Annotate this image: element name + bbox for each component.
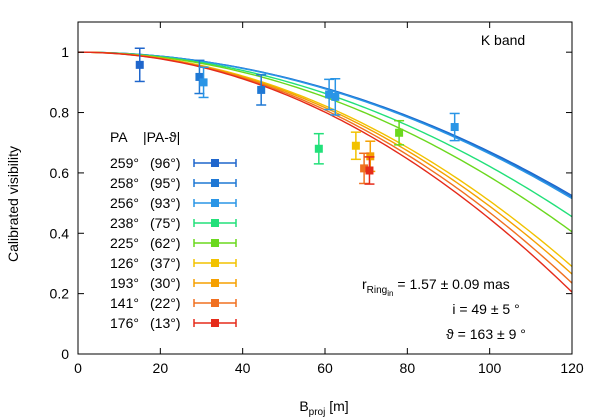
data-marker bbox=[257, 85, 266, 94]
legend-swatch-marker bbox=[211, 179, 219, 187]
data-marker bbox=[331, 92, 340, 101]
legend-pa: 225° bbox=[110, 235, 139, 251]
legend-diff: (62°) bbox=[150, 235, 181, 251]
legend-diff: (37°) bbox=[150, 255, 181, 271]
annotation-r-value: = 1.57 ± 0.09 mas bbox=[393, 276, 509, 292]
x-axis-label-unit: [m] bbox=[325, 398, 348, 414]
data-marker bbox=[351, 141, 360, 150]
legend-pa: 258° bbox=[110, 175, 139, 191]
y-axis-label: Calibrated visibility bbox=[5, 146, 21, 262]
x-axis-label: Bproj [m] bbox=[299, 398, 348, 418]
annotation-r-ring: rRingin = 1.57 ± 0.09 mas bbox=[362, 276, 510, 298]
legend-header-pa: PA bbox=[110, 129, 128, 145]
data-point bbox=[256, 74, 267, 106]
legend-row: 193° (30°) bbox=[110, 275, 237, 291]
data-point bbox=[313, 132, 324, 165]
x-tick-label: 120 bbox=[560, 360, 584, 376]
axes: 0 20 40 60 80 100 120 0 0.2 0.4 0.6 0.8 1 bbox=[50, 21, 584, 376]
legend-diff: (22°) bbox=[150, 295, 181, 311]
data-point bbox=[198, 66, 209, 99]
band-label: K band bbox=[481, 32, 525, 48]
data-point bbox=[194, 59, 205, 95]
model-curve bbox=[77, 51, 573, 293]
data-marker bbox=[199, 78, 208, 87]
y-axis-ticks: 0 0.2 0.4 0.6 0.8 1 bbox=[50, 44, 572, 362]
model-curve bbox=[77, 51, 573, 233]
x-tick-label: 0 bbox=[74, 360, 82, 376]
legend-pa: 176° bbox=[110, 315, 139, 331]
data-points bbox=[134, 47, 460, 185]
x-axis-ticks: 0 20 40 60 80 100 120 bbox=[74, 22, 584, 376]
legend-row: 126° (37°) bbox=[110, 255, 237, 271]
annotation-r-main: r bbox=[362, 276, 367, 292]
legend-diff: (30°) bbox=[150, 275, 181, 291]
legend-swatch-marker bbox=[211, 239, 219, 247]
y-tick-label: 0.6 bbox=[50, 165, 70, 181]
data-marker bbox=[325, 90, 334, 99]
annotation-r-subsub: in bbox=[387, 289, 393, 298]
annotation-position-angle: ϑ = 163 ± 9 ° bbox=[446, 326, 526, 342]
legend-header-diff: |PA-ϑ| bbox=[143, 129, 180, 145]
data-marker bbox=[450, 123, 459, 132]
legend-pa: 256° bbox=[110, 195, 139, 211]
data-point bbox=[350, 131, 361, 161]
legend-pa: 141° bbox=[110, 295, 139, 311]
x-axis-label-sub: proj bbox=[309, 407, 326, 418]
legend-pa: 193° bbox=[110, 275, 139, 291]
data-marker bbox=[360, 164, 369, 173]
legend: PA |PA-ϑ| 259° (96°) 258° (95°) 256° (93°) 238… bbox=[110, 129, 237, 331]
legend-diff: (95°) bbox=[150, 175, 181, 191]
data-marker bbox=[365, 166, 374, 175]
legend-diff: (93°) bbox=[150, 195, 181, 211]
legend-swatch-marker bbox=[211, 319, 219, 327]
legend-swatch-marker bbox=[211, 219, 219, 227]
legend-row: 256° (93°) bbox=[110, 195, 237, 211]
y-tick-label: 0.2 bbox=[50, 286, 70, 302]
fit-annotations: rRingin = 1.57 ± 0.09 mas i = 49 ± 5 ° ϑ… bbox=[362, 276, 526, 342]
legend-row: 258° (95°) bbox=[110, 175, 237, 191]
legend-row: 176° (13°) bbox=[110, 315, 237, 331]
x-axis-label-main: B bbox=[299, 398, 308, 414]
legend-row: 259° (96°) bbox=[110, 155, 237, 171]
y-tick-label: 0.4 bbox=[50, 225, 70, 241]
legend-swatch-marker bbox=[211, 259, 219, 267]
data-point bbox=[330, 77, 341, 116]
legend-swatch-marker bbox=[211, 199, 219, 207]
legend-diff: (96°) bbox=[150, 155, 181, 171]
legend-swatch-marker bbox=[211, 159, 219, 167]
legend-diff: (13°) bbox=[150, 315, 181, 331]
data-marker bbox=[195, 72, 204, 81]
data-marker bbox=[395, 128, 404, 137]
y-tick-label: 0.8 bbox=[50, 105, 70, 121]
x-tick-label: 80 bbox=[400, 360, 416, 376]
legend-row: 238° (75°) bbox=[110, 215, 237, 231]
legend-diff: (75°) bbox=[150, 215, 181, 231]
model-curves bbox=[77, 51, 573, 293]
data-point bbox=[394, 119, 405, 146]
legend-rows: 259° (96°) 258° (95°) 256° (93°) 238° (75°) 225°… bbox=[110, 155, 237, 331]
y-tick-label: 0 bbox=[61, 346, 69, 362]
data-point bbox=[134, 47, 145, 83]
data-marker bbox=[135, 60, 144, 69]
legend-row: 141° (22°) bbox=[110, 295, 237, 311]
data-point bbox=[449, 112, 460, 142]
x-tick-label: 100 bbox=[478, 360, 502, 376]
x-tick-label: 20 bbox=[153, 360, 169, 376]
x-tick-label: 60 bbox=[317, 360, 333, 376]
data-point bbox=[364, 156, 375, 185]
data-marker bbox=[314, 144, 323, 153]
legend-pa: 259° bbox=[110, 155, 139, 171]
annotation-inclination: i = 49 ± 5 ° bbox=[452, 301, 519, 317]
legend-swatch-marker bbox=[211, 279, 219, 287]
annotation-r-sub: Ring bbox=[367, 285, 388, 296]
y-tick-label: 1 bbox=[61, 44, 69, 60]
legend-pa: 238° bbox=[110, 215, 139, 231]
legend-row: 225° (62°) bbox=[110, 235, 237, 251]
legend-pa: 126° bbox=[110, 255, 139, 271]
x-tick-label: 40 bbox=[235, 360, 251, 376]
legend-swatch-marker bbox=[211, 299, 219, 307]
